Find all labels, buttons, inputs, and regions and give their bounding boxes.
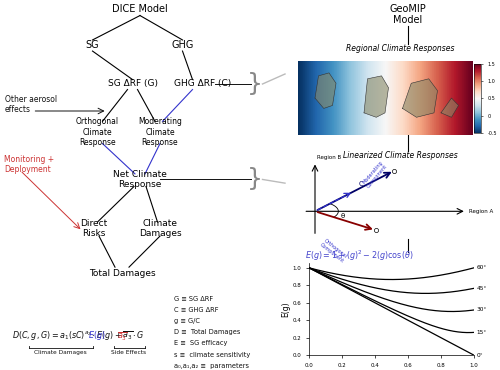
Text: GHG: GHG [172,40,194,50]
Text: G ≡ SG ΔRF: G ≡ SG ΔRF [174,296,213,302]
Text: Other aerosol
effects: Other aerosol effects [5,95,57,114]
Text: Regional Climate Responses: Regional Climate Responses [346,44,454,53]
Text: Orthogonal
Climate
Response: Orthogonal Climate Response [76,117,119,147]
Text: Region B: Region B [318,155,342,160]
Polygon shape [402,79,438,117]
Text: a₀,a₁,a₂ ≡  parameters: a₀,a₁,a₂ ≡ parameters [174,363,249,369]
Text: 15°: 15° [476,330,487,335]
Text: Monitoring +
Deployment: Monitoring + Deployment [4,155,54,174]
Text: 30°: 30° [476,307,487,312]
Polygon shape [364,76,388,117]
Y-axis label: E(g): E(g) [281,302,290,317]
Text: E ≡  SG efficacy: E ≡ SG efficacy [174,340,228,346]
Text: C ≡ GHG ΔRF: C ≡ GHG ΔRF [174,307,218,313]
Text: GHG ΔRF (C): GHG ΔRF (C) [174,80,231,88]
Text: Model: Model [393,15,422,26]
Text: s ≡  climate sensitivity: s ≡ climate sensitivity [174,352,250,357]
Text: $D(C,g,G) = a_1(sC)^{a_2} \cdot E(g) + \overline{a_3} \cdot G$: $D(C,g,G) = a_1(sC)^{a_2} \cdot E(g) + \… [12,329,145,343]
Text: Moderating
Climate
Response: Moderating Climate Response [138,117,182,147]
Text: SG: SG [86,40,100,50]
Text: C: C [358,181,364,187]
Text: g ≡ G/C: g ≡ G/C [174,318,200,324]
Text: θ: θ [341,213,345,219]
Text: Direct
Risks: Direct Risks [80,219,108,238]
Text: Linearized Climate Responses: Linearized Climate Responses [342,151,458,160]
Text: Total Damages: Total Damages [88,269,156,278]
Text: 60°: 60° [476,265,487,270]
Text: Side Effects: Side Effects [112,350,146,356]
Text: $E(g)$: $E(g)$ [88,329,106,343]
Text: }: } [247,72,263,96]
Polygon shape [441,98,458,117]
Text: 0°: 0° [476,353,483,358]
Text: Climate Damages: Climate Damages [34,350,86,356]
Text: }: } [247,168,263,191]
Text: DICE Model: DICE Model [112,4,168,14]
Text: Orthogonal
Component: Orthogonal Component [319,238,349,264]
Text: D ≡  Total Damages: D ≡ Total Damages [174,329,240,335]
Text: Net Climate
Response: Net Climate Response [113,170,167,189]
Text: GeoMIP: GeoMIP [389,4,426,14]
Text: $\overline{a_3}$: $\overline{a_3}$ [117,330,128,342]
Text: 45°: 45° [476,286,487,291]
Text: SG ΔRF (G): SG ΔRF (G) [108,80,158,88]
Text: Climate
Damages: Climate Damages [138,219,182,238]
Polygon shape [315,73,336,108]
Text: Region A: Region A [469,209,493,214]
Text: Moderating
Component: Moderating Component [361,160,388,189]
Text: $E(g) = 1 + (g)^2 - 2(g)\cos(\theta)$: $E(g) = 1 + (g)^2 - 2(g)\cos(\theta)$ [305,249,414,263]
